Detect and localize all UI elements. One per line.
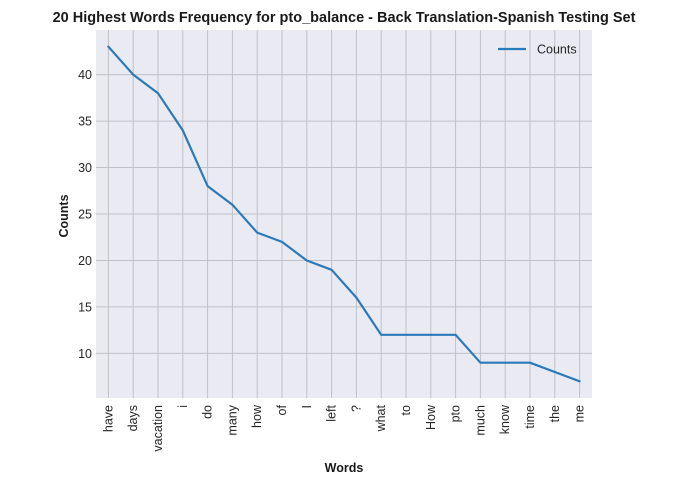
x-axis-label: Words <box>325 461 364 475</box>
x-tick-label: do <box>201 405 215 419</box>
chart-title: 20 Highest Words Frequency for pto_balan… <box>53 10 636 26</box>
x-tick-label: of <box>275 404 289 415</box>
x-tick-label: ? <box>349 405 363 412</box>
x-tick-label: me <box>573 405 587 422</box>
x-gridlines <box>107 30 581 398</box>
x-tick-label: left <box>325 404 339 421</box>
y-tick-labels: 10 15 20 25 30 35 40 <box>78 68 92 361</box>
x-tick-label: much <box>473 405 487 436</box>
x-tick-label: How <box>424 404 438 430</box>
x-tick-label: vacation <box>151 405 165 452</box>
x-tick-label: how <box>250 404 264 428</box>
y-tick-label: 25 <box>78 208 92 222</box>
y-tick-label: 15 <box>78 300 92 314</box>
x-tick-label: know <box>498 404 512 434</box>
x-tick-label: many <box>225 404 239 435</box>
x-tick-label: time <box>523 405 537 429</box>
x-tick-label: pto <box>449 405 463 422</box>
y-gridlines <box>96 74 592 354</box>
y-tick-label: 40 <box>78 68 92 82</box>
x-tick-label: days <box>126 405 140 431</box>
x-tick-label: the <box>548 405 562 422</box>
series-line-counts <box>107 45 581 383</box>
x-tick-label: i <box>176 405 190 408</box>
x-tick-label: have <box>101 405 115 432</box>
legend: Counts <box>498 43 577 57</box>
x-tick-label: to <box>399 405 413 415</box>
y-tick-label: 20 <box>78 254 92 268</box>
y-tick-label: 30 <box>78 161 92 175</box>
y-tick-label: 10 <box>78 347 92 361</box>
x-tick-label: what <box>374 404 388 432</box>
y-tick-label: 35 <box>78 115 92 129</box>
legend-label: Counts <box>537 43 577 57</box>
x-tick-label: I <box>300 405 314 408</box>
y-axis-label: Counts <box>57 194 71 237</box>
